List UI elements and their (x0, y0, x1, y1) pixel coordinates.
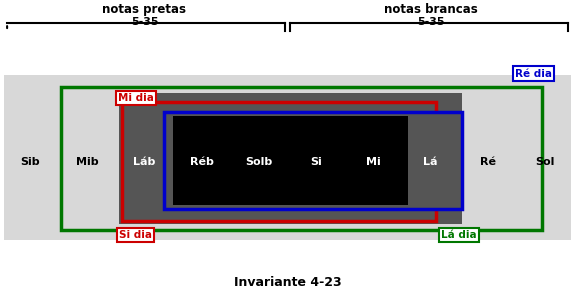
FancyBboxPatch shape (62, 87, 542, 230)
Text: Ré: Ré (480, 157, 496, 167)
Text: Sol: Sol (535, 157, 555, 167)
FancyBboxPatch shape (164, 111, 462, 209)
Text: Láb: Láb (133, 157, 156, 167)
FancyBboxPatch shape (173, 116, 408, 205)
FancyBboxPatch shape (118, 93, 462, 224)
Text: Réb: Réb (190, 157, 213, 167)
Text: notas pretas: notas pretas (102, 3, 186, 16)
Text: Si dia: Si dia (120, 230, 152, 240)
FancyBboxPatch shape (121, 103, 436, 221)
Text: Invariante 4-23: Invariante 4-23 (233, 276, 342, 289)
FancyBboxPatch shape (4, 75, 571, 240)
Text: Mi: Mi (366, 157, 381, 167)
Text: Mib: Mib (76, 157, 98, 167)
FancyBboxPatch shape (118, 93, 462, 224)
Text: 5-35: 5-35 (131, 17, 158, 27)
Text: 5-35: 5-35 (417, 17, 444, 27)
Text: Sib: Sib (20, 157, 40, 167)
Text: Lá: Lá (423, 157, 438, 167)
Text: Mi dia: Mi dia (118, 93, 154, 103)
Text: notas brancas: notas brancas (384, 3, 477, 16)
Text: Si: Si (310, 157, 322, 167)
Text: Solb: Solb (246, 157, 273, 167)
Text: Lá dia: Lá dia (442, 230, 477, 240)
Text: Ré dia: Ré dia (515, 69, 552, 79)
